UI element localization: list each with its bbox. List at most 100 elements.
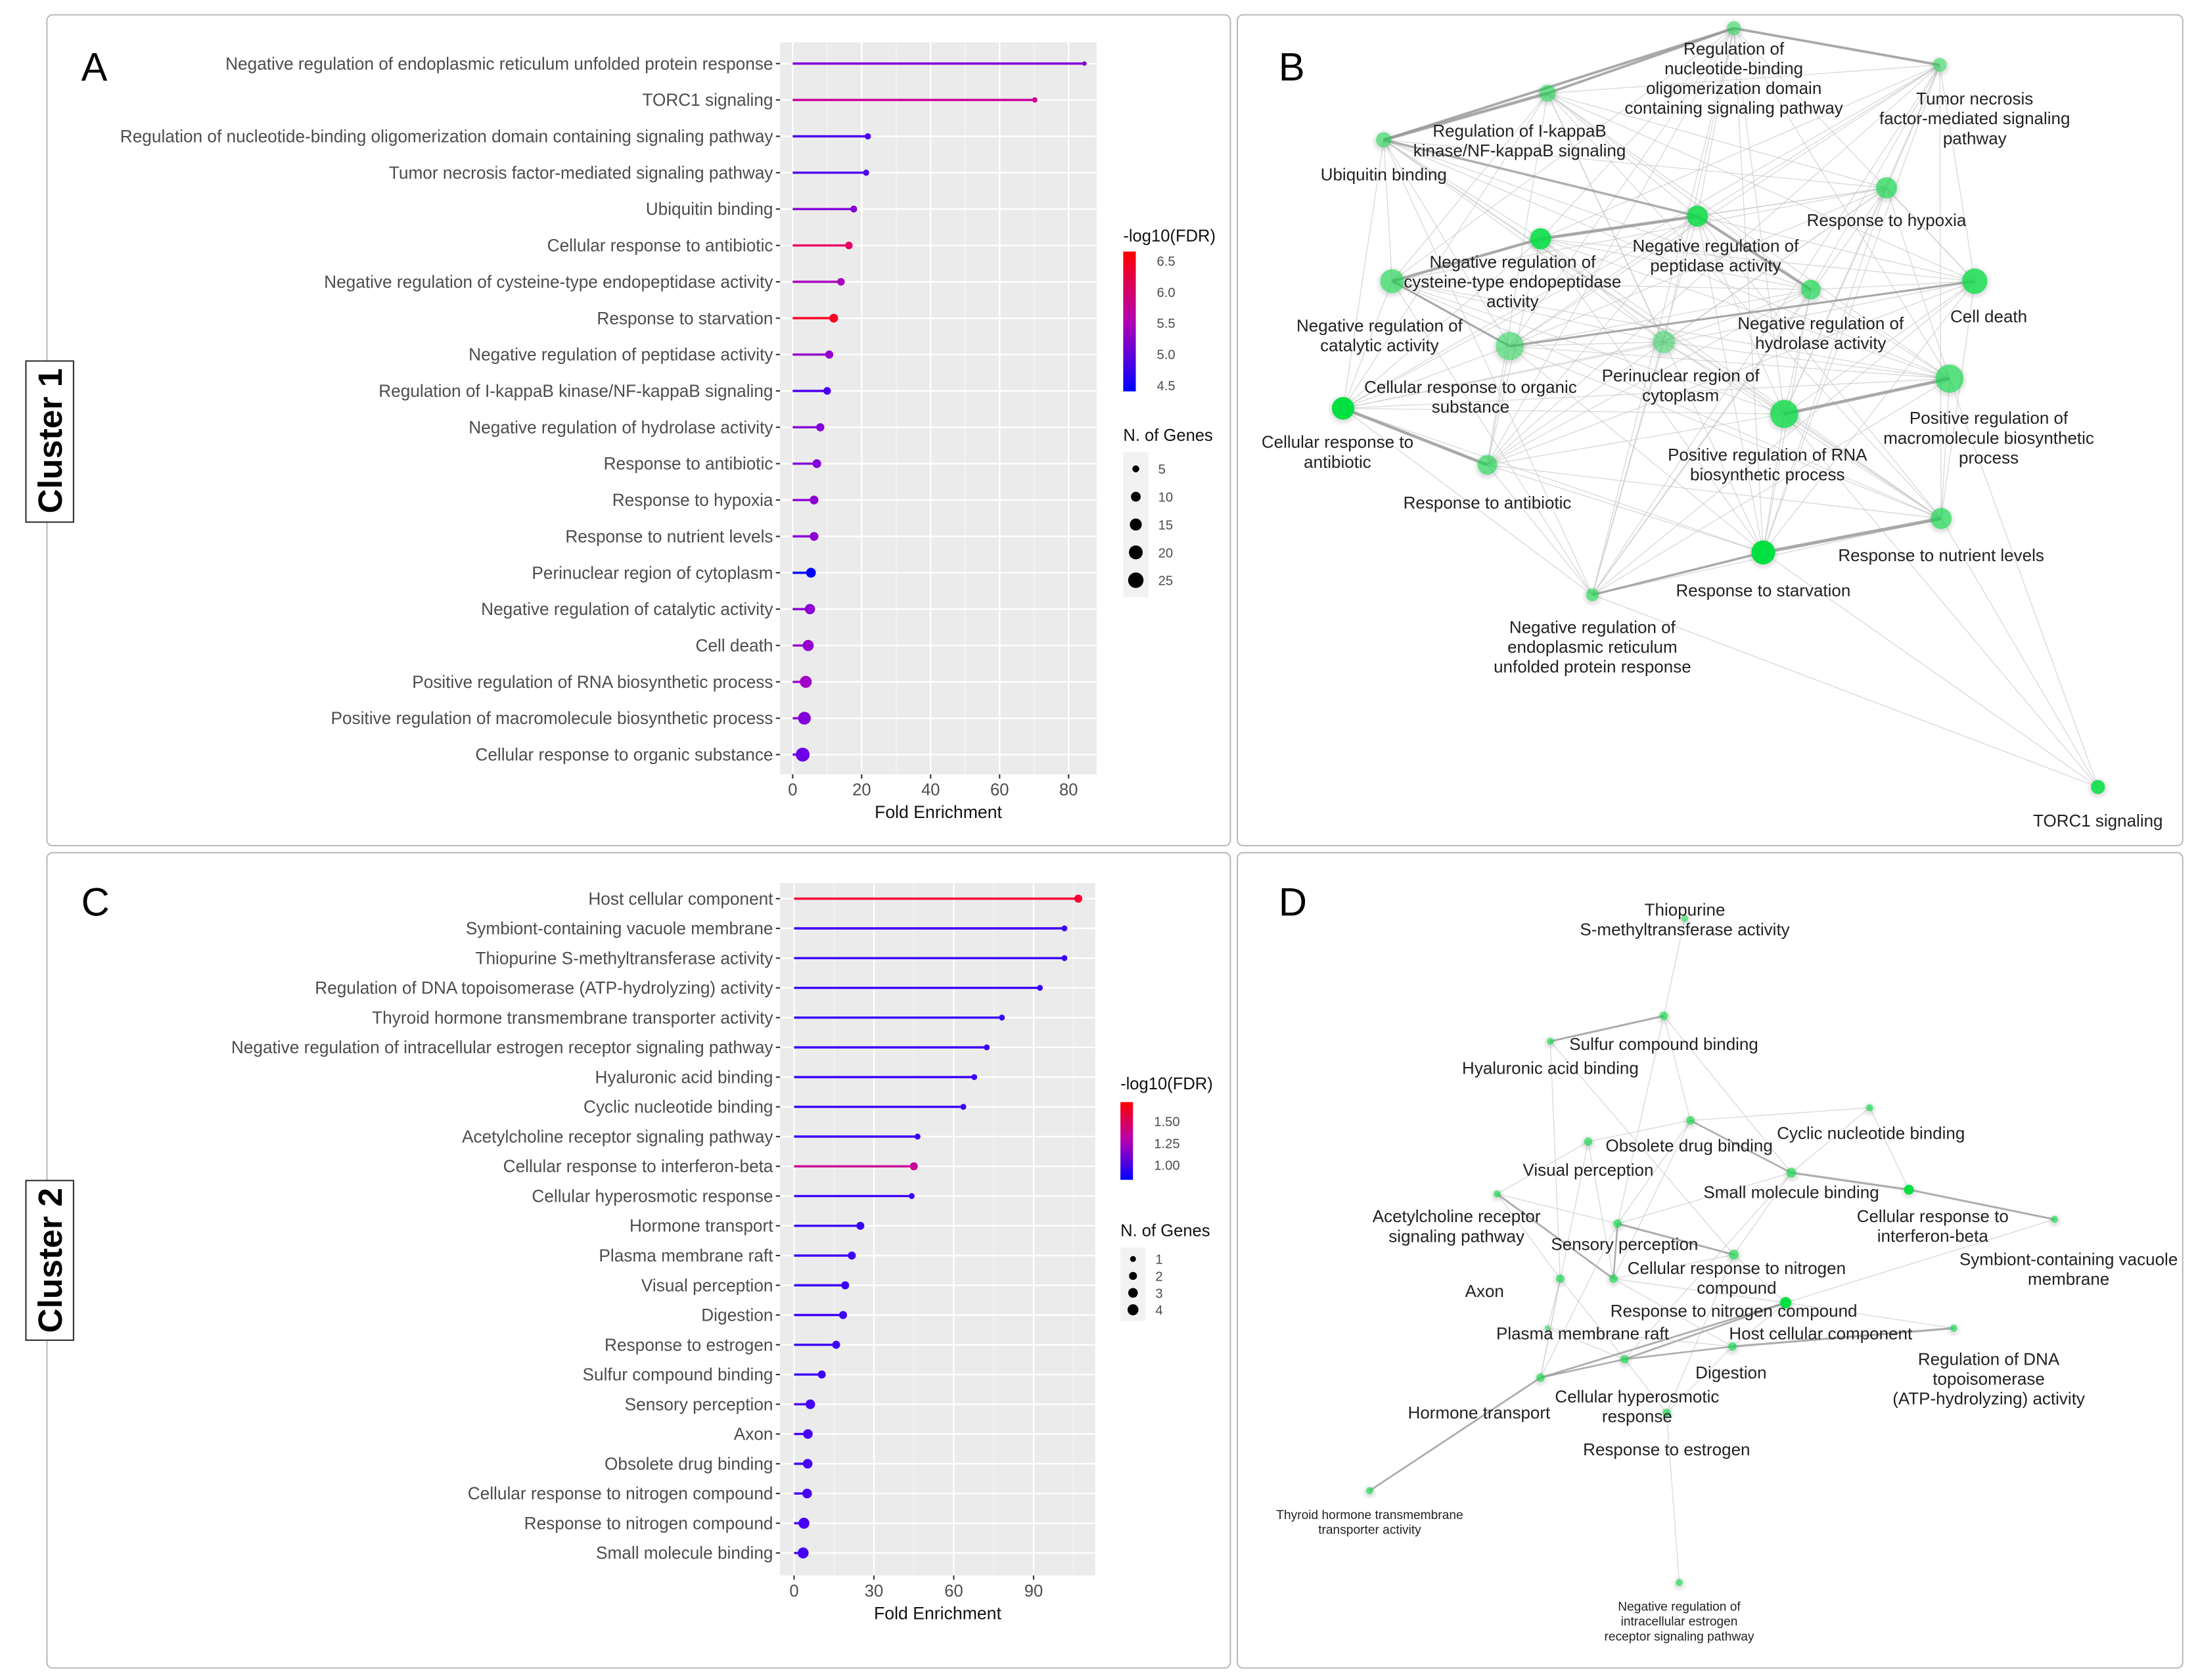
node-label-group: Response to nitrogen compound: [1611, 1301, 1858, 1321]
network-edge: [1697, 215, 1812, 291]
network-edge: [1591, 551, 1764, 597]
network-edge: [1588, 1141, 1614, 1279]
network-edge: [1588, 1120, 1691, 1143]
network-edge: [1613, 1223, 1619, 1279]
x-tick-label: 80: [1059, 781, 1078, 800]
size-legend-label: 1: [1155, 1253, 1162, 1267]
node-label: S-methyltransferase activity: [1580, 920, 1789, 940]
category-label: Plasma membrane raft: [599, 1246, 773, 1265]
network-node: [1662, 1409, 1671, 1417]
category-label: Cellular hyperosmotic response: [532, 1186, 773, 1206]
node-label: Symbiont-containing vacuole: [1959, 1249, 2178, 1269]
x-tick-label: 60: [944, 1582, 963, 1601]
category-label: Small molecule binding: [596, 1543, 773, 1563]
x-tick-label: 30: [865, 1582, 883, 1601]
network-edge: [1613, 1278, 1733, 1348]
lollipop-dot: [796, 747, 810, 762]
node-label: containing signaling pathway: [1624, 98, 1842, 118]
network-edge: [1663, 918, 1685, 1016]
size-legend-label: 4: [1155, 1304, 1162, 1318]
network-edge: [1663, 341, 1942, 519]
x-axis-title: Fold Enrichment: [875, 802, 1002, 822]
lollipop-chart-cluster-1: 0 20 40 60 80 Negative regulation of endoplas…: [120, 42, 1216, 822]
network-edge: [1547, 93, 1950, 379]
x-tick-label: 40: [921, 781, 940, 800]
network-node: [1962, 268, 1988, 294]
network-edge: [1383, 139, 1812, 290]
network-edge: [1509, 341, 1664, 347]
node-label: membrane: [2028, 1269, 2109, 1288]
cluster-2-label: Cluster 2: [25, 1179, 74, 1341]
node-label-group: Thyroid hormone transmembranetransporter…: [1276, 1509, 1463, 1537]
category-label: Response to starvation: [597, 308, 773, 328]
network-edge: [1342, 407, 1785, 415]
node-label: Cyclic nucleotide binding: [1777, 1123, 1965, 1143]
size-legend-dot: [1130, 1256, 1136, 1262]
network-node: [1331, 397, 1355, 420]
lollipop-dot: [806, 568, 816, 578]
node-label: catalytic activity: [1320, 335, 1439, 355]
category-label: Positive regulation of macromolecule bio…: [331, 708, 773, 728]
panel-label-c: C: [81, 880, 110, 924]
network-edge: [1540, 214, 1698, 240]
category-label: Cell death: [695, 635, 773, 655]
node-label: Thiopurine: [1645, 899, 1726, 919]
network-edge: [1785, 1219, 2055, 1304]
color-legend-title: -log10(FDR): [1120, 1075, 1213, 1093]
network-edge: [1509, 28, 1735, 347]
lollipop-dot: [841, 1281, 850, 1290]
size-legend-title: N. of Genes: [1120, 1222, 1210, 1240]
network-node: [1904, 1185, 1914, 1195]
network-edge: [1624, 1172, 1792, 1360]
network-edge: [1540, 64, 1940, 240]
network-edge: [1697, 216, 1975, 282]
node-label: Small molecule binding: [1703, 1182, 1879, 1202]
lollipop-dot: [909, 1192, 915, 1199]
network-edge: [1791, 1107, 1870, 1173]
node-label: Sensory perception: [1551, 1234, 1698, 1254]
color-legend-label: 6.0: [1157, 286, 1176, 300]
node-label-group: Host cellular component: [1729, 1324, 1913, 1344]
network-edge: [1496, 1193, 1614, 1280]
node-label: activity: [1486, 292, 1538, 311]
size-legend-label: 10: [1158, 490, 1174, 505]
lollipop-dot: [1061, 925, 1068, 932]
network-edge: [1487, 281, 1975, 466]
node-label: Cellular hyperosmotic: [1555, 1386, 1719, 1406]
network-edge: [1762, 281, 1975, 553]
panel-d-frame: [1237, 851, 2184, 1669]
node-label: Regulation of DNA: [1918, 1349, 2060, 1369]
network-edge: [1509, 216, 1698, 347]
node-label-group: TORC1 signaling: [2033, 811, 2162, 830]
network-node: [2051, 1215, 2059, 1223]
node-label: Response to antibiotic: [1404, 493, 1572, 512]
node-shadow: [1724, 20, 1743, 39]
category-label: Response to nitrogen compound: [524, 1513, 773, 1533]
panel-label-d: D: [1279, 880, 1307, 924]
network-edge: [1791, 1171, 1910, 1191]
category-label: Host cellular component: [588, 889, 773, 909]
network-edge: [1540, 28, 1735, 239]
lollipop-dot: [800, 675, 812, 688]
lollipop-dot: [960, 1104, 967, 1110]
network-edge: [1540, 1358, 1625, 1379]
network-edge: [1624, 1359, 1667, 1413]
network-edge: [1613, 1254, 1734, 1279]
network-edge: [1547, 64, 1940, 94]
size-legend-dot: [1129, 545, 1143, 560]
network-edge: [1547, 1327, 1733, 1348]
network-edge: [1540, 238, 1811, 290]
node-label-group: Hyaluronic acid binding: [1462, 1058, 1639, 1078]
node-label: Response to hypoxia: [1807, 210, 1967, 230]
node-label: nucleotide-binding: [1664, 58, 1803, 78]
network-edge: [1392, 281, 1950, 379]
network-edge: [1383, 139, 1541, 239]
size-legend-title: N. of Genes: [1123, 426, 1212, 445]
